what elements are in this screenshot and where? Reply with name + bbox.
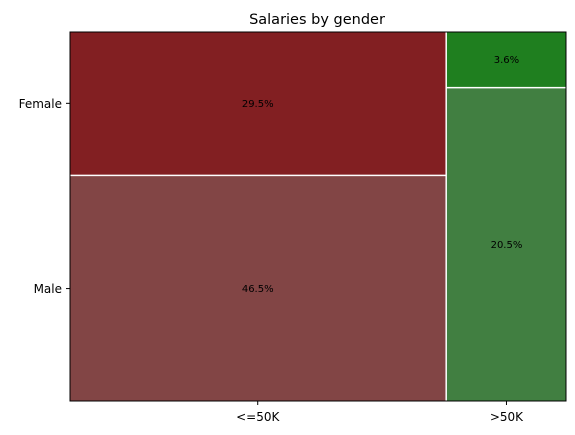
cell-label-gt50k-male: 20.5%	[491, 240, 523, 251]
cell-gt50k-female	[446, 32, 566, 87]
cell-gt50k-male	[446, 88, 566, 401]
y-tick-label-male: Male	[34, 282, 62, 296]
x-tick-label-le50k: <=50K	[236, 410, 280, 424]
cell-le50k-female	[70, 32, 446, 175]
x-axis: <=50K >50K	[236, 401, 524, 424]
cell-label-le50k-female: 29.5%	[242, 99, 274, 110]
chart-title: Salaries by gender	[249, 12, 385, 28]
cell-le50k-male	[70, 176, 446, 401]
cell-label-gt50k-female: 3.6%	[494, 55, 519, 66]
cell-label-le50k-male: 46.5%	[242, 284, 274, 295]
x-tick-label-gt50k: >50K	[490, 410, 524, 424]
plot-cells: 29.5% 46.5% 3.6% 20.5%	[70, 32, 566, 401]
plot-frame	[69, 31, 567, 402]
y-axis: Female Male	[19, 97, 70, 296]
y-tick-label-female: Female	[19, 97, 62, 111]
